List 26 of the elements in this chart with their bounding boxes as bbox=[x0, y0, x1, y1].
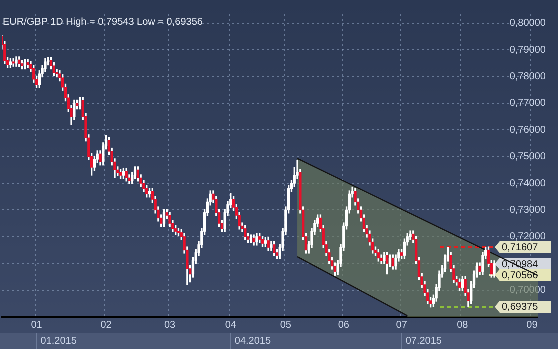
y-tick-label: 0,72000 bbox=[510, 232, 546, 243]
y-tick-label: 0,76000 bbox=[510, 124, 546, 136]
x-tick-label: 06 bbox=[338, 320, 350, 331]
x-tick-label: 05 bbox=[280, 320, 292, 331]
ref-line-label: 0,71607 bbox=[502, 242, 539, 254]
chart-title: EUR/GBP 1D High = 0,79543 Low = 0,69356 bbox=[3, 16, 204, 28]
x-tick-label: 07 bbox=[396, 320, 408, 331]
x-tick-label: 08 bbox=[457, 320, 469, 331]
x-tick-label: 02 bbox=[100, 320, 112, 331]
text: 04.2015 bbox=[234, 336, 272, 347]
x-tick-label: 04 bbox=[225, 320, 237, 331]
x-tick-label: 03 bbox=[164, 320, 176, 331]
ref-line-label: 0,70566 bbox=[502, 270, 539, 282]
x-tick-label: 09 bbox=[526, 320, 538, 331]
x-tick-label: 01 bbox=[31, 320, 43, 331]
ref-line-label: 0,69375 bbox=[502, 302, 539, 314]
y-tick-label: 0,80000 bbox=[510, 18, 546, 30]
y-tick-label: 0,73000 bbox=[510, 204, 546, 216]
y-tick-label: 0,79000 bbox=[510, 44, 546, 56]
y-tick-label: 0,75000 bbox=[510, 152, 546, 163]
text: 01.2015 bbox=[40, 336, 78, 347]
y-tick-label: 0,78000 bbox=[510, 71, 546, 82]
text: 07.2015 bbox=[406, 336, 442, 347]
y-tick-label: 0,74000 bbox=[510, 178, 546, 190]
y-tick-label: 0,77000 bbox=[510, 98, 546, 110]
y-tick-label: 0,70000 bbox=[510, 285, 546, 296]
